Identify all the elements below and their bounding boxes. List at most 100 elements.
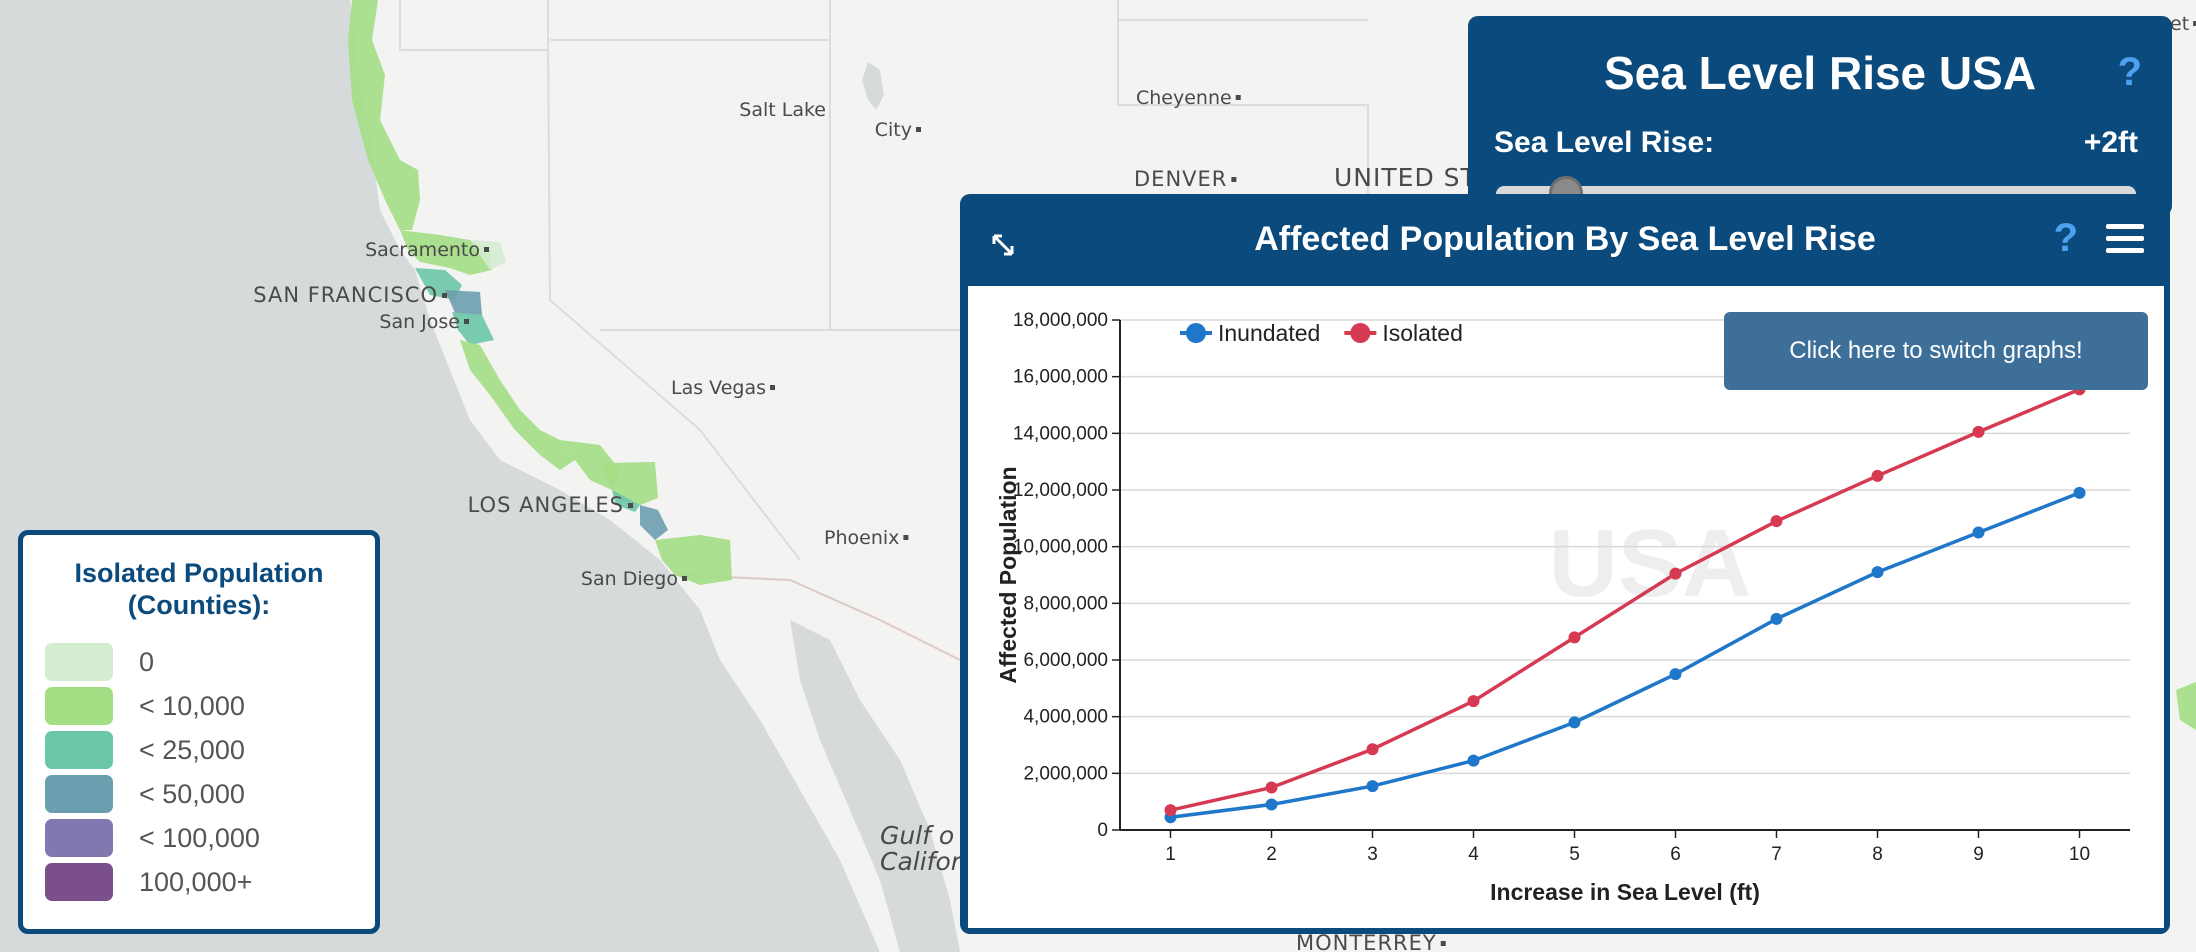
y-tick-label: 10,000,000 [1013,537,1108,558]
line-chart: USA 0 2,000,000 4,000,000 6,000,000 8,000,000… [995,310,2130,905]
switch-graphs-tooltip[interactable]: Click here to switch graphs! [1724,312,2148,390]
chart-legend-item[interactable]: Isolated [1344,320,1463,346]
city-dot [442,293,447,298]
legend-item: < 10,000 [45,687,245,725]
data-point-isolated[interactable] [1669,567,1682,580]
city-dot [903,535,909,540]
legend-label: < 10,000 [139,690,245,721]
coastal-counties[interactable] [348,0,732,585]
east-coast-county[interactable] [2176,682,2196,730]
sea-level-rise-value: +2ft [2083,126,2138,159]
graph-panel: Affected Population By Sea Level Rise ? … [960,194,2170,934]
sea-level-rise-label: Sea Level Rise: [1494,126,1715,159]
graph-panel-header: Affected Population By Sea Level Rise ? [960,194,2170,286]
data-point-inundated[interactable] [2073,486,2086,499]
legend-swatch [45,687,113,725]
x-tick-label: 4 [1468,844,1479,865]
y-tick-label: 6,000,000 [1023,650,1108,671]
x-tick-label: 7 [1771,844,1782,865]
y-tick-label: 2,000,000 [1023,763,1108,784]
legend-swatch [45,819,113,857]
help-icon[interactable]: ? [2117,50,2142,94]
city-dot [1231,177,1237,182]
map-legend: Isolated Population (Counties): 0 < 10,00… [18,530,380,934]
data-point-inundated[interactable] [1467,754,1480,767]
legend-item: < 25,000 [45,731,245,769]
legend-label: 100,000+ [139,866,253,897]
hamburger-menu-icon[interactable] [2106,224,2144,254]
legend-text: Inundated [1218,320,1320,346]
legend-label: < 100,000 [139,822,260,853]
graph-title: Affected Population By Sea Level Rise [1254,220,1876,258]
sea-level-rise-panel: Sea Level Rise USA ? Sea Level Rise: +2f… [1468,16,2172,216]
city-label: Gulf o [880,821,954,850]
y-tick-label: 0 [1097,820,1108,841]
city-label: MONTERREY [1296,931,1437,952]
city-label: DENVER [1134,167,1227,191]
x-tick-label: 1 [1165,844,1176,865]
data-point-isolated[interactable] [1770,515,1783,528]
legend-marker [1350,323,1371,343]
x-tick-label: 9 [1973,844,1984,865]
city-label: Sacramento [365,239,480,261]
y-tick-label: 8,000,000 [1023,593,1108,614]
city-label: Phoenix [824,527,899,549]
data-point-isolated[interactable] [1265,781,1278,794]
legend-swatch [45,643,113,681]
data-point-inundated[interactable] [1265,798,1278,811]
data-point-isolated[interactable] [1972,425,1985,438]
y-tick-label: 16,000,000 [1013,367,1108,388]
city-dot [1440,941,1446,946]
x-axis-title: Increase in Sea Level (ft) [1490,879,1760,905]
legend-text: Isolated [1382,320,1463,346]
data-point-inundated[interactable] [1568,716,1581,729]
legend-item: < 100,000 [45,819,260,857]
data-point-isolated[interactable] [1467,695,1480,708]
data-point-isolated[interactable] [1366,743,1379,756]
data-point-inundated[interactable] [1366,780,1379,793]
series-line-inundated [1170,491,2081,819]
graph-help-icon[interactable]: ? [2053,216,2078,260]
data-point-inundated[interactable] [1669,668,1682,681]
data-point-inundated[interactable] [1972,526,1985,539]
x-tick-label: 5 [1569,844,1580,865]
legend-item: < 50,000 [45,775,245,813]
gulf-of-california [790,620,960,952]
city-label: City [875,119,912,141]
app-title: Sea Level Rise USA [1603,47,2037,99]
expand-icon[interactable] [990,232,1016,258]
city-dot [464,319,469,324]
city-dot [628,503,633,508]
data-point-isolated[interactable] [1568,631,1581,644]
data-point-inundated[interactable] [1871,566,1884,579]
city-dot [682,576,687,581]
series-line-isolated [1170,387,2081,812]
legend-label: 0 [139,646,155,677]
y-tick-label: 12,000,000 [1013,480,1108,501]
x-tick-label: 6 [1670,844,1681,865]
city-dot [770,385,775,390]
legend-item: 0 [45,643,154,681]
legend-title-line-1: Isolated Population [74,558,324,588]
city-label: et [2170,13,2189,35]
chart-watermark: USA [1549,510,1752,617]
legend-label: < 50,000 [139,778,245,809]
chart-area: USA 0 2,000,000 4,000,000 6,000,000 8,000,000… [968,286,2164,928]
city-label: San Diego [581,568,678,590]
data-point-inundated[interactable] [1770,612,1783,625]
legend-title: Isolated Population (Counties): [23,557,375,621]
data-point-isolated[interactable] [1164,804,1177,817]
city-label: Salt Lake [739,99,826,121]
legend-label: < 25,000 [139,734,245,765]
y-tick-label: 4,000,000 [1023,707,1108,728]
data-point-isolated[interactable] [1871,469,1884,482]
legend-item: 100,000+ [45,863,252,901]
y-axis-title: Affected Population [995,466,1021,683]
legend-swatch [45,863,113,901]
city-label: UNITED ST [1334,163,1477,192]
y-tick-label: 14,000,000 [1013,423,1108,444]
x-tick-label: 8 [1872,844,1883,865]
city-dot [916,127,921,132]
chart-legend-item[interactable]: Inundated [1180,320,1320,346]
legend-title-line-2: (Counties): [127,590,271,620]
